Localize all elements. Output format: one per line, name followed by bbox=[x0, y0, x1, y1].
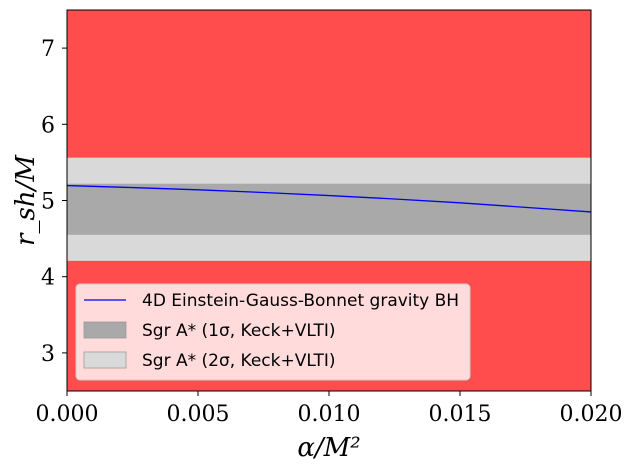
legend: 4D Einstein-Gauss-Bonnet gravity BH Sgr A… bbox=[75, 283, 471, 381]
legend-patch-swatch bbox=[83, 351, 127, 369]
series-line-0 bbox=[66, 184, 592, 213]
x-tick-label: 0.010 bbox=[298, 402, 361, 427]
y-tick-label: 3 bbox=[41, 342, 55, 367]
y-tick-label: 4 bbox=[41, 266, 55, 291]
y-axis-label: r_sh/M bbox=[11, 154, 41, 246]
y-tick-label: 7 bbox=[41, 37, 55, 62]
x-tick-label: 0.005 bbox=[167, 402, 230, 427]
legend-label-2: Sgr A* (2σ, Keck+VLTI) bbox=[142, 351, 336, 371]
legend-box bbox=[75, 283, 471, 381]
x-axis-label: α/M² bbox=[297, 433, 360, 463]
x-tick-label: 0.015 bbox=[429, 402, 492, 427]
legend-patch-swatch bbox=[83, 321, 127, 339]
y-tick-label: 6 bbox=[41, 113, 55, 138]
axes: 0.000 0.005 0.010 0.015 0.020 3 4 5 6 7 α/M² r_sh/M bbox=[11, 9, 623, 463]
legend-label-1: Sgr A* (1σ, Keck+VLTI) bbox=[142, 321, 336, 341]
x-tick-label: 0.020 bbox=[560, 402, 623, 427]
band-1sigma bbox=[67, 183, 591, 235]
x-tick-label: 0.000 bbox=[36, 402, 99, 427]
y-tick-label: 5 bbox=[41, 190, 55, 215]
excluded-region-upper bbox=[67, 10, 591, 158]
legend-label-0: 4D Einstein-Gauss-Bonnet gravity BH bbox=[142, 291, 459, 311]
